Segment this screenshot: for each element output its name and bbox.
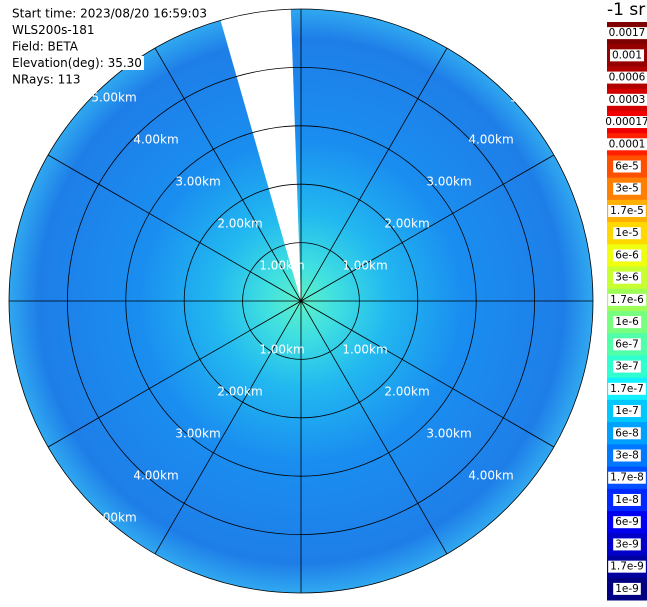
colorbar-label-bg [613,338,641,351]
range-label: 5.00km [510,91,555,105]
range-label: 1.00km [259,343,304,357]
range-label: 1.00km [342,343,387,357]
colorbar-label: 3e-8 [615,450,639,462]
colorbar-label-bg [603,116,647,129]
colorbar-label-bg [613,538,641,551]
info-bg [10,23,97,37]
colorbar-label-bg [608,382,646,395]
colorbar-label: 1e-9 [615,583,639,595]
range-label: 3.00km [426,427,471,441]
info-bg [10,72,83,87]
range-label: 2.00km [217,385,262,399]
info-line: Start time: 2023/08/20 16:59:03 [12,7,207,21]
range-label: 5.00km [91,91,136,105]
colorbar-label: 1e-6 [615,316,639,328]
colorbar-label: 0.0003 [609,94,646,106]
range-label: 4.00km [468,469,513,483]
info-line: Field: BETA [12,40,79,54]
range-label: 3.00km [426,175,471,189]
range-label: 4.00km [133,469,178,483]
info-block: Start time: 2023/08/20 16:59:03 WLS200s-1… [10,6,209,87]
colorbar-label: 0.0006 [609,72,646,84]
colorbar-label: 3e-9 [615,538,639,550]
colorbar-label: 6e-8 [615,427,639,439]
range-label: 1.00km [259,259,304,273]
colorbar-label-bg [613,427,641,440]
spokes [9,9,593,593]
info-bg [10,6,209,21]
colorbar-label-bg [613,316,642,329]
colorbar-label-bg [613,160,641,173]
colorbar-label-bg [608,560,646,573]
range-ring [66,66,536,536]
range-ring [125,125,477,477]
colorbar-label: 6e-6 [615,249,639,261]
colorbar-label-bg [613,182,641,195]
colorbar-label-bg [613,493,641,506]
colorbar-label-bg [608,471,646,484]
range-label: 2.00km [217,217,262,231]
colorbar-label-bg [613,582,641,595]
colorbar-label: 1.7e-7 [610,383,644,395]
range-rings: 1.00km 1.00km 1.00km 1.00km 2.00km 2.00km 2.00… [8,8,594,594]
colorbar-label: 3e-6 [615,272,639,284]
colorbar-label: 3e-7 [615,361,639,373]
colorbar-label: 0.0001 [609,138,646,150]
colorbar-label: 0.0017 [609,27,646,39]
colorbar-label-bg [606,27,647,40]
spoke [47,154,555,448]
range-ring [183,183,419,419]
range-ring [8,8,594,594]
range-label: 5.00km [91,511,136,525]
info-line: Elevation(deg): 35.30 [12,56,142,70]
colorbar-label: 1e-5 [615,227,639,239]
range-label: 2.00km [384,217,429,231]
range-ring [242,242,360,360]
colorbar-label-bg [613,249,642,262]
range-label: 3.00km [175,427,220,441]
colorbar-label: 1.7e-8 [610,472,644,484]
colorbar-label-bg [609,49,645,62]
colorbar-label-bg [608,293,647,306]
range-label: 5.00km [510,511,555,525]
range-label: 4.00km [133,133,178,147]
colorbar-label: 1e-7 [615,405,639,417]
colorbar-label: 0.00017 [605,116,647,128]
colorbar-label-bg [606,138,647,151]
range-label: 1.00km [342,259,387,273]
colorbar-label-bg [606,71,647,84]
info-bg [10,39,81,54]
colorbar-label: 6e-7 [615,338,639,350]
colorbar-label: 1.7e-6 [610,294,644,306]
colorbar-label: 6e-9 [615,516,639,528]
colorbar: 0.0017 0.001 0.0006 0.0003 0.00017 0.0001 6e-5… [603,22,647,601]
colorbar-label-bg [613,271,642,284]
colorbar-label: 1e-8 [615,494,639,506]
colorbar-label-bg [613,227,641,240]
colorbar-label: 3e-5 [615,183,639,195]
colorbar-label-bg [608,204,646,217]
colorbar-label-bg [613,405,641,418]
colorbar-label-bg [613,449,641,462]
range-label: 4.00km [468,133,513,147]
colorbar-label: 1.7e-9 [610,561,644,573]
colorbar-label-bg [613,360,641,373]
info-line: NRays: 113 [12,73,81,87]
range-label: 3.00km [175,175,220,189]
ppi-plot [9,9,593,593]
blank-sector [220,9,301,301]
colorbar-label: 6e-5 [615,161,639,173]
colorbar-label-bg [613,516,641,529]
colorbar-label-bg [606,93,647,106]
colorbar-label: 0.001 [612,49,642,61]
colorbar-label: 1.7e-5 [610,205,644,217]
unit-label: -1 sr [607,0,645,20]
range-label: 2.00km [384,385,429,399]
info-line: WLS200s-181 [12,23,95,37]
info-bg [10,56,144,70]
